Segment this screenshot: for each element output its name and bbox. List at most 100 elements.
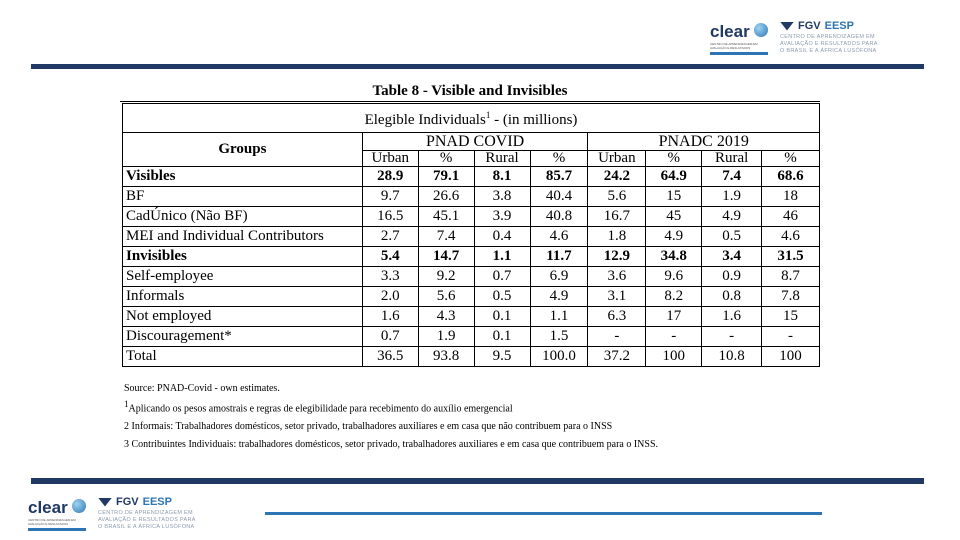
table-cell: 0.5 [473,286,531,307]
table-cell: 7.4 [701,166,763,187]
table-cell: 16.7 [587,206,647,227]
table-cell: 0.7 [473,266,531,287]
footnote-2: 2 Informais: Trabalhadores domésticos, s… [124,421,613,433]
table-row: Informals 2.0 5.6 0.5 4.9 3.1 8.2 0.8 7.8 [122,286,820,307]
source-note: Source: PNAD-Covid - own estimates. [124,383,280,394]
table-cell: 0.9 [701,266,763,287]
table-cell: 5.6 [587,186,647,207]
table-cell: 1.5 [529,326,589,347]
table-cell: 9.7 [361,186,419,207]
column-header-row: Urban % Rural % Urban % Rural % [123,150,820,167]
fgv-eesp-logo: FGV EESP CENTRO DE APRENDIZAGEM EM AVALI… [780,20,880,55]
table-cell: 2.7 [361,226,419,247]
table-cell: 7.4 [417,226,475,247]
top-divider-bar [31,64,924,69]
table-cell: 2.0 [361,286,419,307]
title-rule [120,101,820,102]
table-cell: 4.3 [417,306,475,327]
bottom-divider-bar [31,478,924,484]
column-header: % [529,150,589,167]
footer-clear-logo: clear CENTRO DE APRENDIZAGEM EM AVALIAÇÃ… [28,497,90,531]
table-cell: 9.2 [417,266,475,287]
table-row: Total 36.5 93.8 9.5 100.0 37.2 100 10.8 100 [122,346,820,367]
footer-fgv-tagline: CENTRO DE APRENDIZAGEM EM AVALIAÇÃO E RE… [98,510,196,530]
fgv-tagline: CENTRO DE APRENDIZAGEM EM AVALIAÇÃO E RE… [780,34,878,54]
table-cell: 31.5 [761,246,820,267]
table-cell: 15 [761,306,820,327]
footnote-1: 1Aplicando os pesos amostrais e regras d… [124,398,824,415]
table-cell: 15 [645,186,703,207]
table-cell: 3.8 [473,186,531,207]
footer-accent-line [265,512,822,515]
table-row: Not employed 1.6 4.3 0.1 1.1 6.3 17 1.6 15 [122,306,820,327]
table-cell: 45.1 [417,206,475,227]
footer-clear-logo-text: clear [28,497,68,517]
footer-clear-logo-strip [28,527,86,531]
table-cell: 9.5 [473,346,531,367]
table-cell: 1.8 [587,226,647,247]
clear-logo: clear CENTRO DE APRENDIZAGEM EM AVALIAÇÃ… [710,22,772,55]
table-cell: 0.7 [361,326,419,347]
table-cell: 68.6 [761,166,820,187]
table-cell: 11.7 [529,246,589,267]
table-cell: - [701,326,763,347]
table-cell: 40.4 [529,186,589,207]
eesp-text: EESP [824,20,854,32]
table-cell: 9.6 [645,266,703,287]
survey-header-pnadc-2019: PNADC 2019 [587,132,820,151]
table-row: Visibles 28.9 79.1 8.1 85.7 24.2 64.9 7.4 68.6 [122,166,820,187]
table-cell: 3.3 [361,266,419,287]
table-cell: 3.6 [587,266,647,287]
row-label: Total [122,346,363,367]
footnote-1-text: Aplicando os pesos amostrais e regras de… [128,403,513,415]
footer-eesp-text: EESP [142,496,172,508]
table-title: Table 8 - Visible and Invisibles [372,83,568,99]
row-label: Visibles [122,166,363,187]
table-cell: 1.9 [417,326,475,347]
table-cell: 4.9 [529,286,589,307]
footer-clear-logo-subtitle: CENTRO DE APRENDIZAGEM EM AVALIAÇÃO E RE… [28,517,76,526]
table-cell: 93.8 [417,346,475,367]
footer-fgv-chevron-icon [98,497,112,507]
footer-globe-icon [72,498,86,513]
table-cell: - [645,326,703,347]
table-subtitle-row: Elegible Individuals1 - (in millions) [122,103,820,133]
table-row: Invisibles 5.4 14.7 1.1 11.7 12.9 34.8 3.4 31.5 [122,246,820,267]
table-cell: 4.6 [529,226,589,247]
table-cell: 3.4 [701,246,763,267]
table-cell: 37.2 [587,346,647,367]
table-cell: 64.9 [645,166,703,187]
table-cell: 0.5 [701,226,763,247]
table-cell: 6.3 [587,306,647,327]
table-cell: 1.1 [473,246,531,267]
table-cell: 4.9 [701,206,763,227]
table-subtitle: Elegible Individuals1 - (in millions) [122,103,820,133]
row-label: MEI and Individual Contributors [122,226,363,247]
column-header: % [761,150,820,167]
fgv-text: FGV [798,20,821,32]
table-cell: 1.6 [701,306,763,327]
footnotes: Source: PNAD-Covid - own estimates. 1Apl… [124,383,824,457]
subtitle-footnote-marker: 1 [485,110,491,120]
table-row: CadÚnico (Não BF) 16.5 45.1 3.9 40.8 16.7 45 4.… [122,206,820,227]
header-logos: clear CENTRO DE APRENDIZAGEM EM AVALIAÇÃ… [710,20,880,55]
fgv-chevron-icon [780,21,794,31]
column-header: Urban [587,150,647,167]
row-label: Discouragement* [122,326,363,347]
table-cell: 5.6 [417,286,475,307]
table-cell: 100 [761,346,820,367]
column-header: Rural [701,150,763,167]
table-cell: 79.1 [417,166,475,187]
table-cell: 24.2 [587,166,647,187]
table-cell: 10.8 [701,346,763,367]
table-cell: 16.5 [361,206,419,227]
survey-header-pnad-covid: PNAD COVID [361,132,589,151]
table-cell: 12.9 [587,246,647,267]
table-cell: 100.0 [529,346,589,367]
table-cell: - [587,326,647,347]
table-cell: 26.6 [417,186,475,207]
globe-icon [754,22,768,37]
table-cell: 8.1 [473,166,531,187]
groups-header: Groups [122,132,363,167]
table-cell: 5.4 [361,246,419,267]
